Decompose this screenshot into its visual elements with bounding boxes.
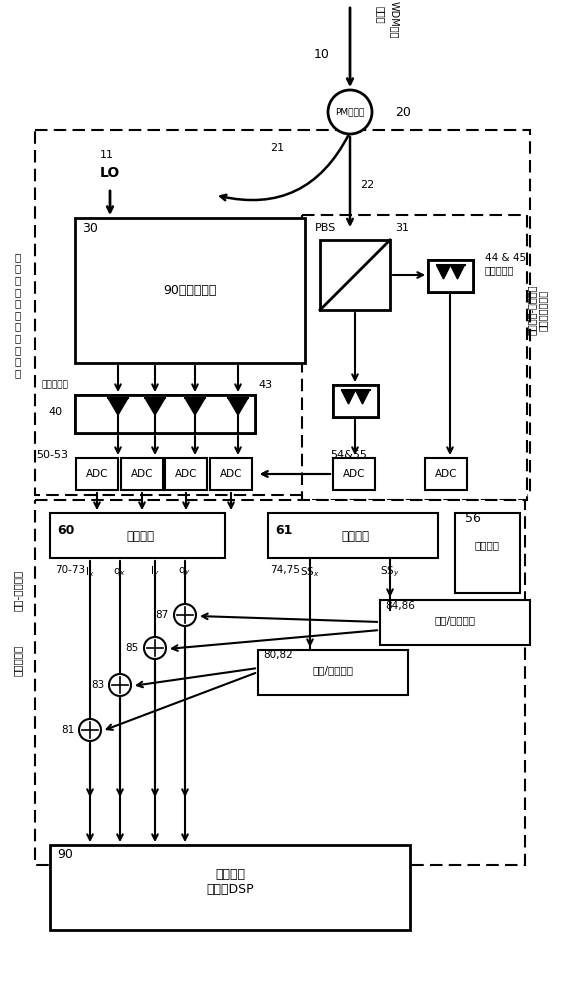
Text: 54&55: 54&55 — [330, 450, 367, 460]
Bar — [50, 513, 225, 558]
Bar — [75, 218, 305, 363]
Bar — [35, 130, 530, 495]
Bar — [425, 458, 467, 490]
Text: 频率估器: 频率估器 — [126, 530, 154, 542]
Text: 80,82: 80,82 — [263, 650, 293, 660]
Text: 20: 20 — [395, 105, 411, 118]
Text: 74,75: 74,75 — [270, 565, 300, 575]
Text: 21: 21 — [270, 143, 284, 153]
Text: 87: 87 — [156, 610, 169, 620]
Text: 用于信号-信号差拍
噪声检测的前端: 用于信号-信号差拍 噪声检测的前端 — [526, 285, 548, 335]
Bar — [121, 458, 163, 490]
Polygon shape — [145, 398, 165, 415]
Bar — [428, 260, 473, 292]
Text: 用于数据
恢复的DSP: 用于数据 恢复的DSP — [206, 868, 254, 896]
Text: 信号-信号干扰: 信号-信号干扰 — [13, 569, 23, 611]
Text: 光电二极管: 光电二极管 — [41, 380, 68, 389]
Text: 多信道: 多信道 — [375, 6, 385, 24]
Text: PM耦合器: PM耦合器 — [335, 107, 364, 116]
Circle shape — [328, 90, 372, 134]
Text: 56: 56 — [465, 512, 481, 524]
Text: 81: 81 — [61, 725, 74, 735]
Polygon shape — [355, 390, 370, 404]
Text: 85: 85 — [125, 643, 139, 653]
Text: 频率估器: 频率估器 — [341, 530, 369, 542]
Bar — [50, 845, 410, 930]
Polygon shape — [108, 398, 128, 415]
Polygon shape — [450, 265, 465, 279]
Text: 权重/定时调整: 权重/定时调整 — [312, 665, 354, 675]
Text: 90: 90 — [57, 848, 73, 861]
Bar — [268, 513, 438, 558]
Text: 61: 61 — [275, 524, 292, 536]
Text: 40: 40 — [49, 407, 63, 417]
Bar — [455, 513, 520, 593]
Text: 无
滤
波
器
相
干
接
收
器
前
端: 无 滤 波 器 相 干 接 收 器 前 端 — [15, 252, 21, 378]
Text: PBS: PBS — [315, 223, 336, 233]
Bar — [333, 385, 378, 417]
Text: 44 & 45: 44 & 45 — [485, 253, 526, 263]
Bar — [210, 458, 252, 490]
Text: 83: 83 — [91, 680, 104, 690]
Text: ADC: ADC — [343, 469, 365, 479]
Text: 采样时钟: 采样时钟 — [474, 540, 500, 550]
Text: 70-73: 70-73 — [55, 565, 85, 575]
Polygon shape — [437, 265, 450, 279]
Text: ADC: ADC — [220, 469, 242, 479]
Polygon shape — [228, 398, 248, 415]
Polygon shape — [342, 390, 355, 404]
Bar — [302, 215, 527, 500]
Text: SS$_y$: SS$_y$ — [380, 565, 400, 579]
Text: 50-53: 50-53 — [36, 450, 68, 460]
Text: SS$_x$: SS$_x$ — [300, 565, 320, 579]
Text: 光电二极管: 光电二极管 — [485, 265, 515, 275]
Text: q$_y$: q$_y$ — [178, 566, 191, 578]
Circle shape — [109, 674, 131, 696]
Bar — [428, 260, 473, 292]
Text: 84,86: 84,86 — [385, 601, 415, 611]
Text: LO: LO — [100, 166, 120, 180]
Bar — [35, 500, 525, 865]
Bar — [258, 650, 408, 695]
Circle shape — [174, 604, 196, 626]
Bar — [76, 458, 118, 490]
Text: 11: 11 — [100, 150, 114, 160]
Bar — [380, 600, 530, 645]
Text: 90度光混合器: 90度光混合器 — [163, 284, 217, 296]
Bar — [333, 385, 378, 417]
Text: I$_x$: I$_x$ — [85, 565, 95, 579]
Circle shape — [144, 637, 166, 659]
Text: ADC: ADC — [86, 469, 108, 479]
Bar — [320, 240, 390, 310]
Text: q$_x$: q$_x$ — [113, 566, 127, 578]
Text: 的实时排除: 的实时排除 — [13, 644, 23, 676]
Text: ADC: ADC — [131, 469, 153, 479]
Bar — [75, 395, 255, 433]
Text: ADC: ADC — [435, 469, 457, 479]
Text: 22: 22 — [360, 180, 374, 190]
Text: 43: 43 — [258, 380, 272, 390]
Text: 60: 60 — [57, 524, 74, 536]
Bar — [333, 458, 375, 490]
Text: 权重/定时调整: 权重/定时调整 — [434, 615, 476, 625]
Text: I$_y$: I$_y$ — [150, 565, 160, 579]
Text: ADC: ADC — [175, 469, 197, 479]
Circle shape — [79, 719, 101, 741]
Text: 30: 30 — [82, 222, 98, 234]
Text: 10: 10 — [314, 48, 330, 62]
Bar — [165, 458, 207, 490]
Polygon shape — [185, 398, 205, 415]
Text: 31: 31 — [395, 223, 409, 233]
Bar — [75, 395, 255, 433]
Text: WDM信号: WDM信号 — [390, 1, 400, 39]
